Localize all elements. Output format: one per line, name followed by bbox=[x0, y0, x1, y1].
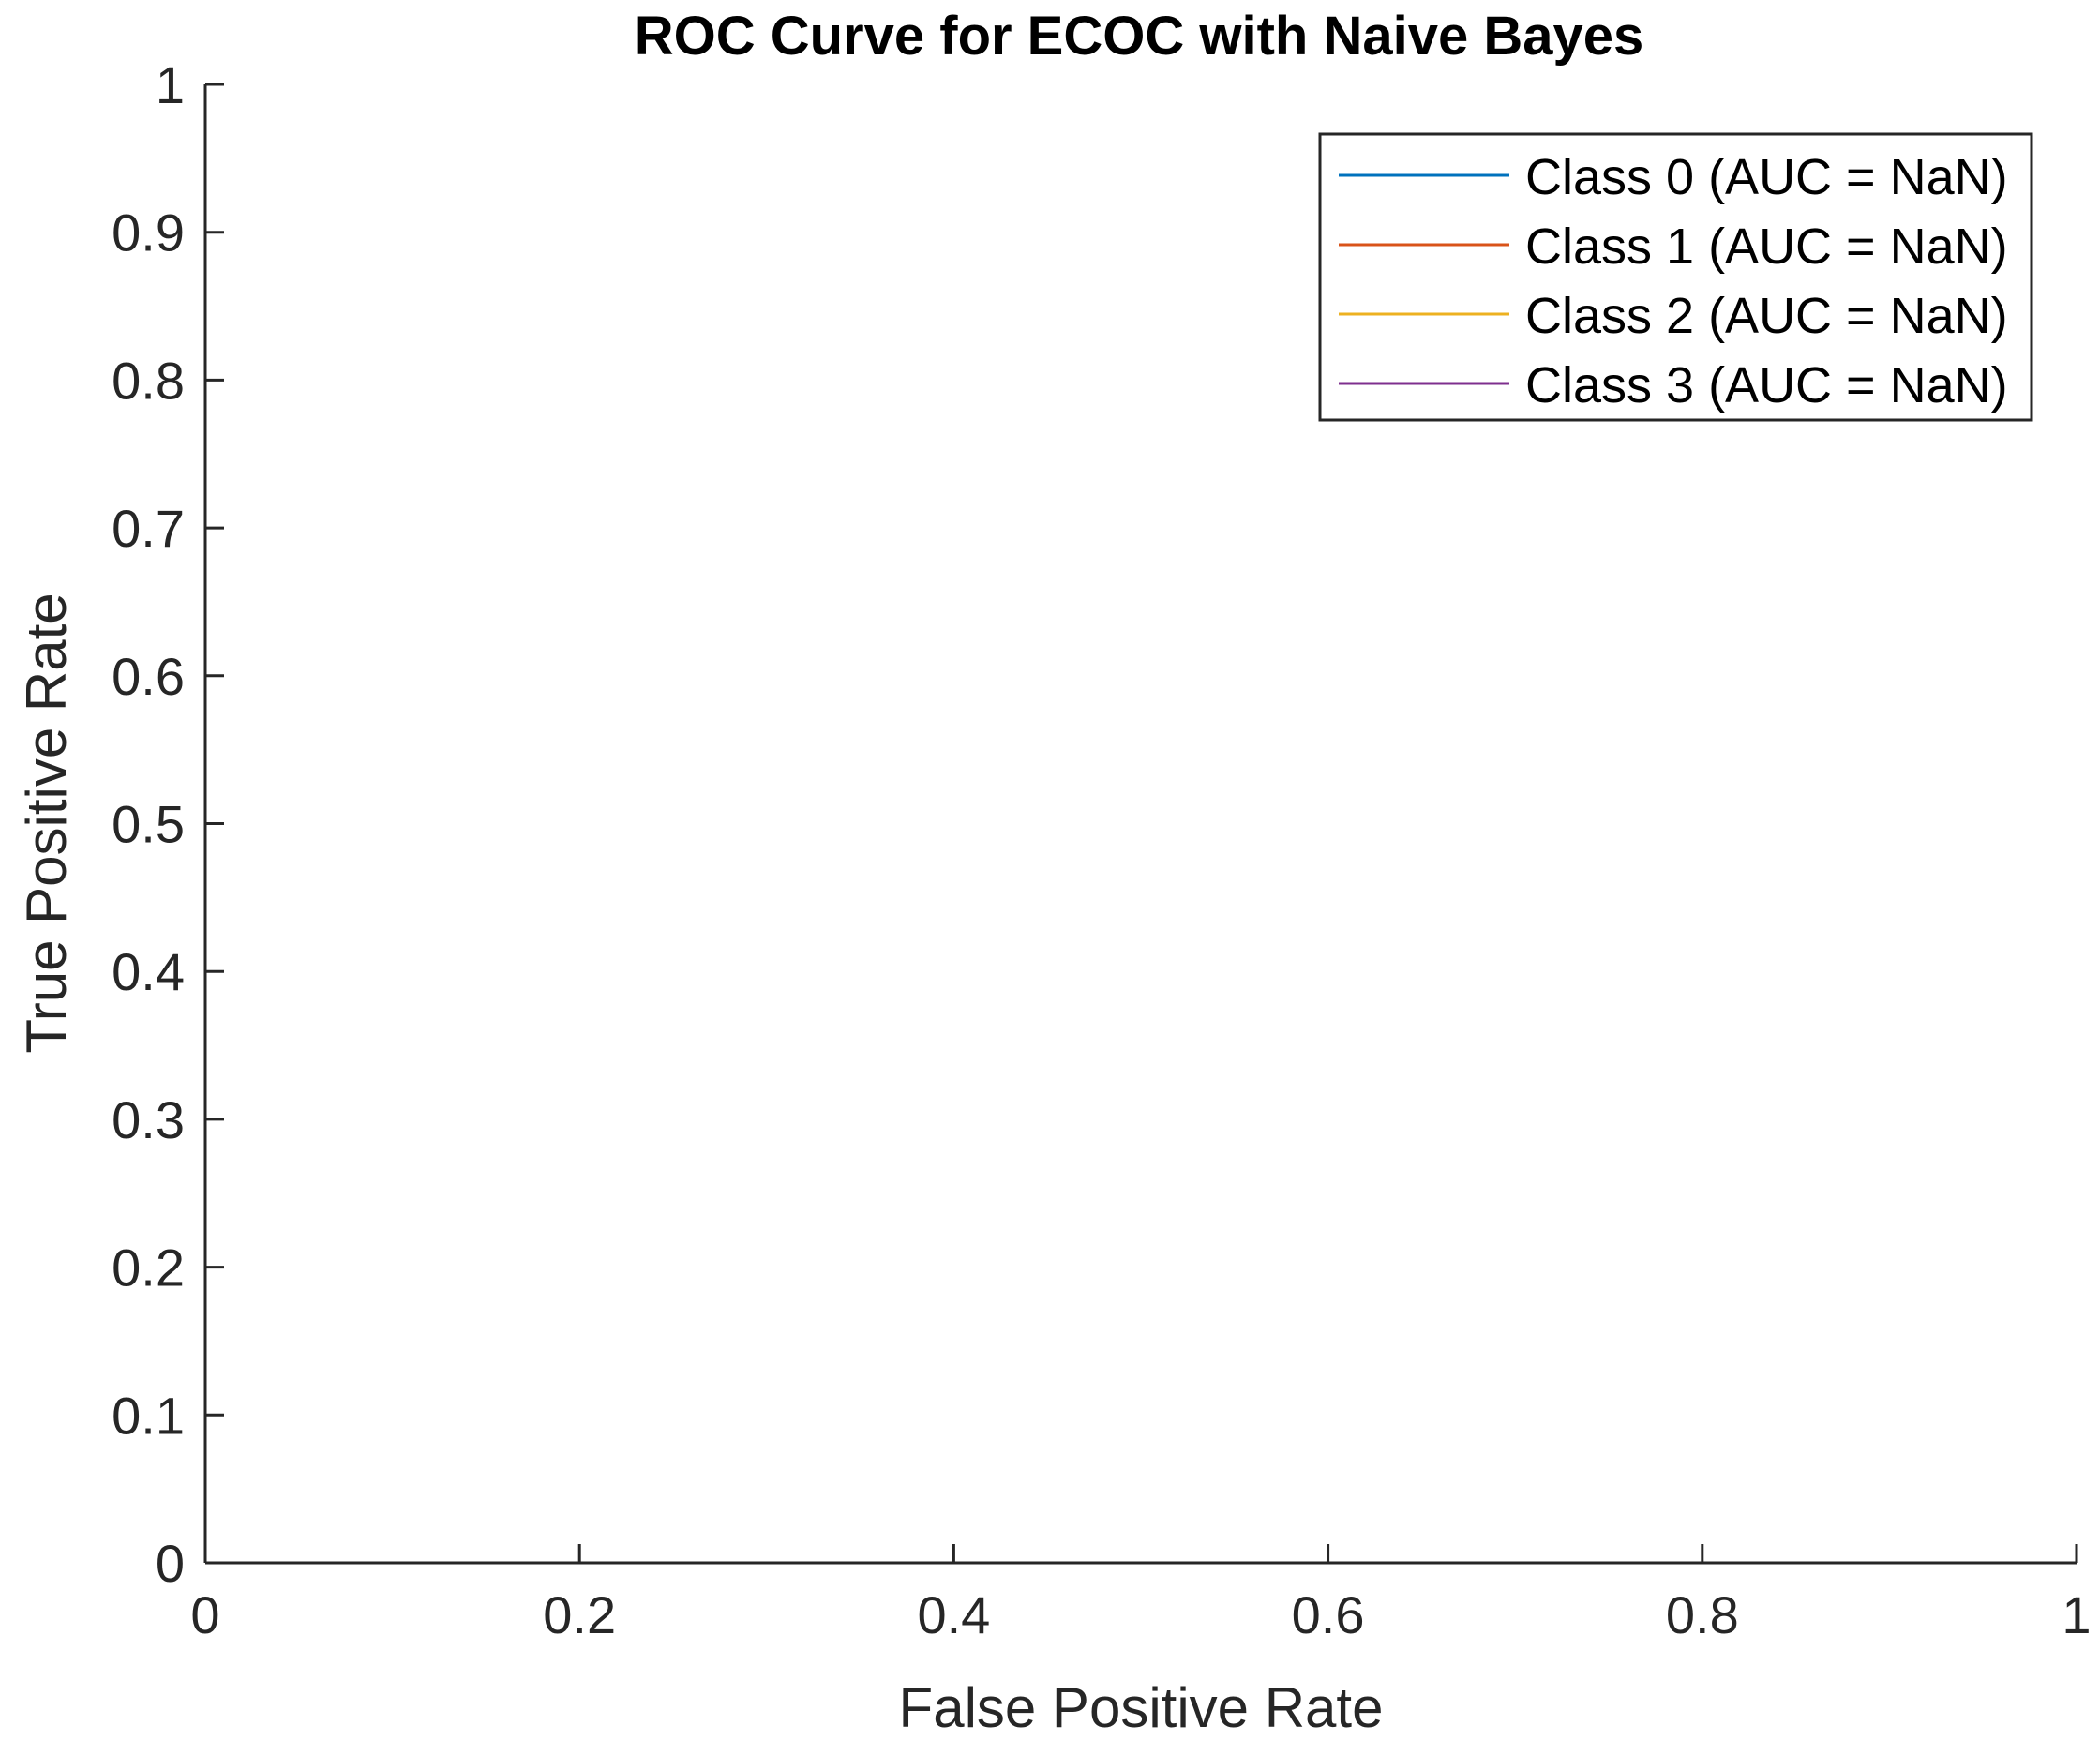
y-tick-label: 0.1 bbox=[112, 1386, 185, 1445]
x-tick-label: 0.6 bbox=[1292, 1585, 1365, 1644]
x-tick-label: 1 bbox=[2062, 1585, 2091, 1644]
y-ticks: 0 0.1 0.2 0.3 0.4 0.5 0.6 0.7 0.8 0.9 1 bbox=[112, 55, 224, 1593]
y-tick-label: 0.5 bbox=[112, 795, 185, 854]
legend: Class 0 (AUC = NaN) Class 1 (AUC = NaN) Cl… bbox=[1318, 132, 2033, 422]
legend-label-class-0: Class 0 (AUC = NaN) bbox=[1525, 149, 2008, 205]
x-tick-label: 0 bbox=[190, 1585, 219, 1644]
legend-box bbox=[1318, 132, 2033, 422]
y-tick-label: 0.7 bbox=[112, 499, 185, 558]
y-tick-label: 0.8 bbox=[112, 351, 185, 410]
legend-label-class-2: Class 2 (AUC = NaN) bbox=[1525, 288, 2008, 344]
plot-axes: 0 0.2 0.4 0.6 0.8 1 0 0.1 0.2 0.3 0.4 0.5 0.6 0.7 0.8… bbox=[112, 55, 2091, 1644]
legend-label-class-1: Class 1 (AUC = NaN) bbox=[1525, 218, 2008, 275]
x-axis-label: False Positive Rate bbox=[899, 1676, 1384, 1739]
y-tick-label: 1 bbox=[156, 55, 185, 114]
y-tick-label: 0 bbox=[156, 1534, 185, 1593]
x-ticks: 0 0.2 0.4 0.6 0.8 1 bbox=[190, 1544, 2092, 1644]
y-tick-label: 0.3 bbox=[112, 1090, 185, 1149]
y-tick-label: 0.6 bbox=[112, 647, 185, 706]
chart-title: ROC Curve for ECOC with Naive Bayes bbox=[635, 6, 1644, 67]
x-tick-label: 0.4 bbox=[917, 1585, 990, 1644]
y-tick-label: 0.9 bbox=[112, 203, 185, 263]
y-tick-label: 0.2 bbox=[112, 1238, 185, 1298]
y-axis-label: True Positive Rate bbox=[15, 593, 78, 1053]
legend-label-class-3: Class 3 (AUC = NaN) bbox=[1525, 357, 2008, 413]
x-tick-label: 0.2 bbox=[543, 1585, 616, 1644]
y-tick-label: 0.4 bbox=[112, 942, 185, 1001]
x-tick-label: 0.8 bbox=[1666, 1585, 1739, 1644]
